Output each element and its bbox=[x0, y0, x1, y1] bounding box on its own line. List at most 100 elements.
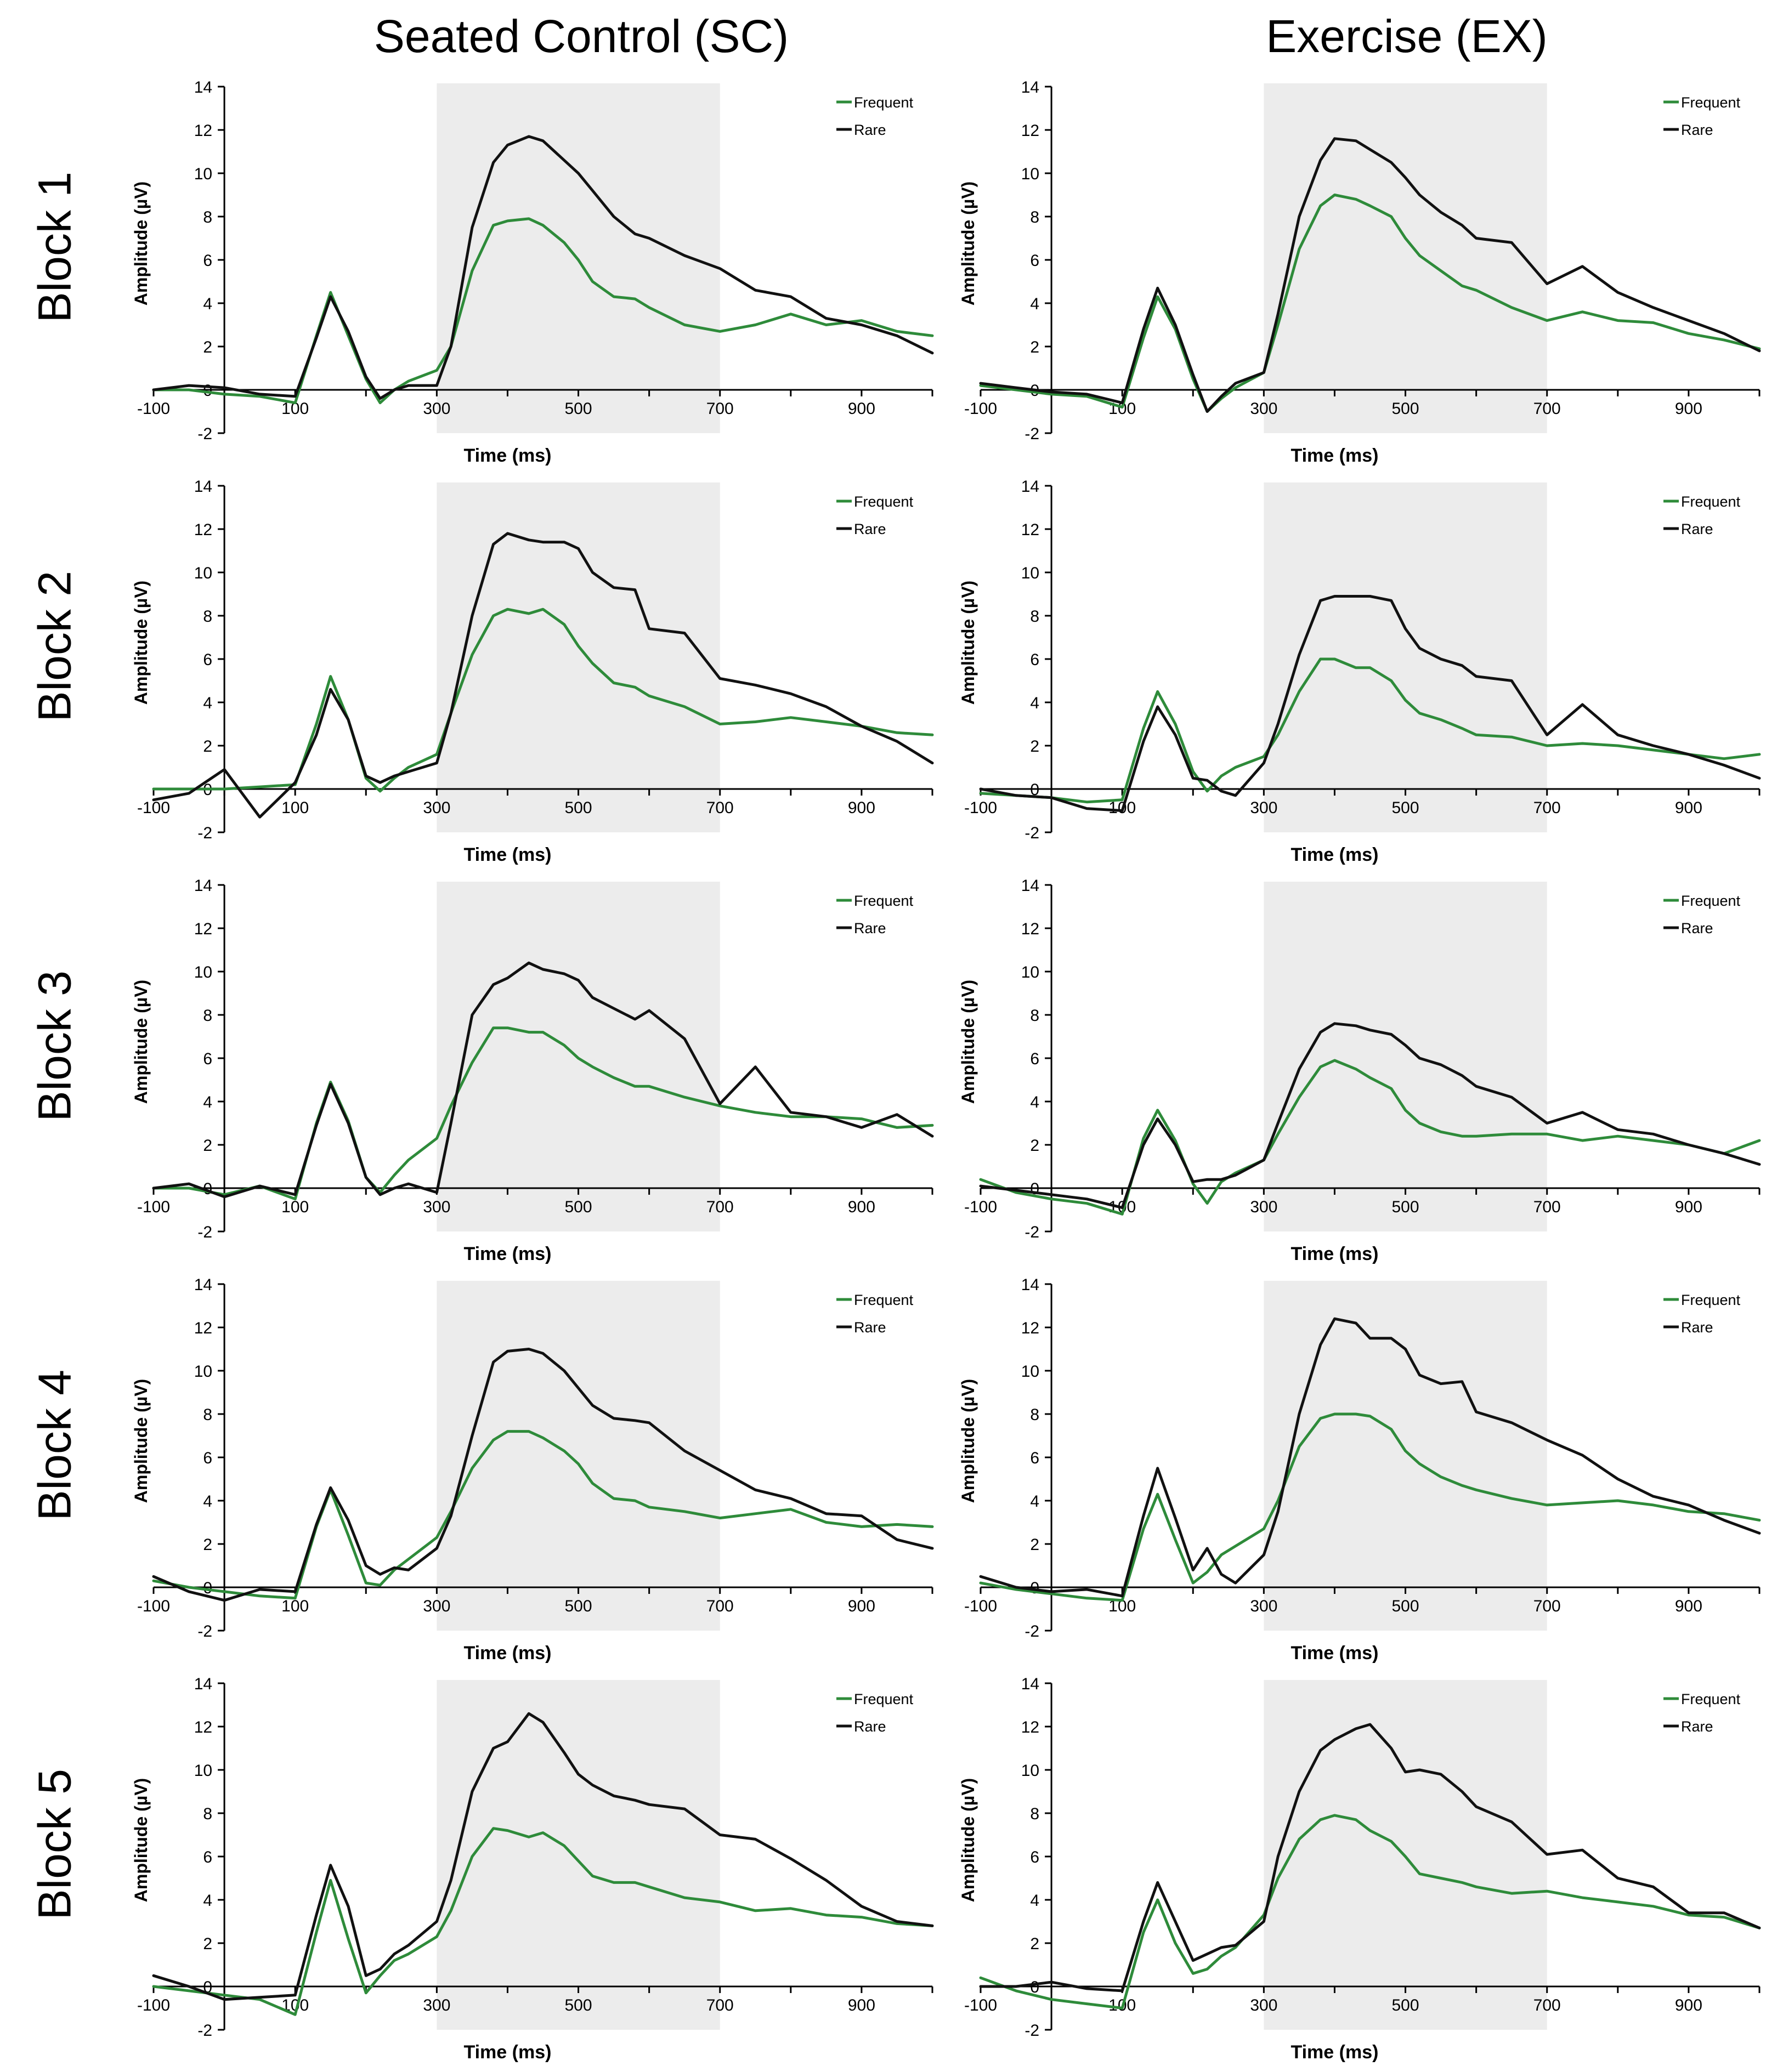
y-tick-label: 14 bbox=[194, 877, 212, 895]
rare-series-line bbox=[152, 532, 934, 819]
x-tick-label: -100 bbox=[964, 1996, 997, 2014]
y-tick-label: 8 bbox=[1030, 208, 1039, 226]
y-axis-title: Amplitude (µV) bbox=[131, 980, 151, 1104]
y-axis-title: Amplitude (µV) bbox=[958, 1778, 978, 1902]
frequent-series-line bbox=[152, 1827, 934, 2016]
y-tick-label: 6 bbox=[203, 1050, 212, 1068]
legend-frequent-label: Frequent bbox=[854, 94, 914, 111]
x-tick-label: 500 bbox=[565, 799, 592, 817]
x-tick-label: 500 bbox=[1392, 400, 1419, 418]
x-tick-label: 500 bbox=[1392, 1597, 1419, 1615]
y-tick-label: 8 bbox=[1030, 608, 1039, 626]
legend-frequent-label: Frequent bbox=[854, 1691, 914, 1707]
frequent-series-line bbox=[979, 1059, 1761, 1216]
x-axis-title: Time (ms) bbox=[1290, 1244, 1378, 1264]
x-tick-label: 900 bbox=[848, 400, 875, 418]
x-tick-label: 700 bbox=[706, 1198, 734, 1216]
x-tick-label: 300 bbox=[1250, 400, 1277, 418]
y-tick-label: 2 bbox=[203, 1137, 212, 1155]
y-tick-label: 8 bbox=[203, 1007, 212, 1025]
x-tick-label: -100 bbox=[964, 400, 997, 418]
y-tick-label: 8 bbox=[1030, 1406, 1039, 1424]
y-tick-label: 4 bbox=[203, 1093, 212, 1111]
x-axis-title: Time (ms) bbox=[463, 844, 551, 865]
y-tick-label: 2 bbox=[1030, 737, 1039, 756]
legend-frequent-label: Frequent bbox=[854, 1292, 914, 1308]
x-tick-label: 700 bbox=[1533, 1996, 1561, 2014]
y-tick-label: 14 bbox=[1021, 1276, 1039, 1294]
y-tick-label: 14 bbox=[194, 78, 212, 96]
x-axis-title: Time (ms) bbox=[1290, 2042, 1378, 2063]
x-tick-label: 100 bbox=[281, 1597, 309, 1615]
analysis-window bbox=[1264, 882, 1547, 1231]
y-axis-title: Amplitude (µV) bbox=[958, 181, 978, 305]
y-tick-label: -2 bbox=[197, 1223, 212, 1241]
column-title-sc: Seated Control (SC) bbox=[373, 10, 789, 62]
y-tick-label: 2 bbox=[1030, 338, 1039, 356]
panel-sc-block-5: -202468101214Amplitude (µV)-100100300500… bbox=[131, 1675, 934, 2063]
y-tick-label: 12 bbox=[1021, 920, 1039, 938]
frequent-series-line bbox=[979, 1412, 1761, 1602]
y-tick-label: 2 bbox=[203, 737, 212, 756]
x-axis-title: Time (ms) bbox=[463, 1244, 551, 1264]
frequent-series-line bbox=[979, 657, 1761, 804]
rare-series-line bbox=[152, 1348, 934, 1602]
y-tick-label: 10 bbox=[1021, 564, 1039, 582]
legend-frequent-label: Frequent bbox=[1681, 1691, 1741, 1707]
y-tick-label: 2 bbox=[1030, 1137, 1039, 1155]
y-tick-label: 10 bbox=[1021, 1363, 1039, 1381]
x-tick-label: 300 bbox=[423, 1996, 450, 2014]
frequent-series-line bbox=[152, 608, 934, 793]
x-tick-label: 900 bbox=[1675, 1996, 1702, 2014]
x-tick-label: 900 bbox=[1675, 799, 1702, 817]
y-tick-label: 14 bbox=[1021, 1675, 1039, 1693]
x-tick-label: 700 bbox=[706, 1996, 734, 2014]
x-axis-title: Time (ms) bbox=[1290, 844, 1378, 865]
panel-sc-block-4: -202468101214Amplitude (µV)-100100300500… bbox=[131, 1276, 934, 1664]
x-tick-label: 500 bbox=[565, 1198, 592, 1216]
x-tick-label: 700 bbox=[706, 400, 734, 418]
x-tick-label: 500 bbox=[1392, 1996, 1419, 2014]
y-tick-label: 6 bbox=[1030, 252, 1039, 270]
x-axis-title: Time (ms) bbox=[463, 1643, 551, 1664]
x-axis-title: Time (ms) bbox=[463, 2042, 551, 2063]
legend-rare-label: Rare bbox=[854, 920, 886, 936]
y-tick-label: 12 bbox=[1021, 1319, 1039, 1337]
y-tick-label: 8 bbox=[203, 208, 212, 226]
x-axis-title: Time (ms) bbox=[1290, 445, 1378, 466]
y-tick-label: 6 bbox=[1030, 1050, 1039, 1068]
y-tick-label: 12 bbox=[194, 521, 212, 539]
y-tick-label: 4 bbox=[203, 1892, 212, 1910]
x-tick-label: -100 bbox=[137, 799, 170, 817]
analysis-window bbox=[1264, 83, 1547, 433]
y-tick-label: 2 bbox=[203, 1935, 212, 1953]
legend-rare-label: Rare bbox=[1681, 1319, 1713, 1336]
y-axis-title: Amplitude (µV) bbox=[131, 1379, 151, 1503]
legend-rare-label: Rare bbox=[1681, 920, 1713, 936]
y-tick-label: 4 bbox=[203, 694, 212, 712]
y-tick-label: 12 bbox=[1021, 1718, 1039, 1736]
y-tick-label: 8 bbox=[203, 1805, 212, 1823]
x-axis-title: Time (ms) bbox=[463, 445, 551, 466]
x-tick-label: 300 bbox=[1250, 1198, 1277, 1216]
x-tick-label: 700 bbox=[1533, 799, 1561, 817]
panel-ex-block-2: -202468101214Amplitude (µV)-100100300500… bbox=[958, 478, 1761, 865]
panel-ex-block-1: -202468101214Amplitude (µV)-100100300500… bbox=[958, 78, 1761, 466]
y-tick-label: 6 bbox=[203, 1449, 212, 1467]
y-tick-label: 2 bbox=[1030, 1935, 1039, 1953]
rare-series-line bbox=[979, 1723, 1761, 1992]
rare-series-line bbox=[152, 135, 934, 400]
y-tick-label: -2 bbox=[1024, 425, 1039, 443]
legend-frequent-label: Frequent bbox=[1681, 94, 1741, 111]
x-tick-label: 500 bbox=[565, 400, 592, 418]
legend-frequent-label: Frequent bbox=[1681, 493, 1741, 510]
y-tick-label: 6 bbox=[203, 651, 212, 669]
panel-sc-block-1: -202468101214Amplitude (µV)-100100300500… bbox=[131, 78, 934, 466]
x-tick-label: 900 bbox=[1675, 400, 1702, 418]
y-tick-label: 4 bbox=[1030, 1492, 1039, 1511]
y-tick-label: 4 bbox=[203, 295, 212, 313]
x-tick-label: 100 bbox=[281, 799, 309, 817]
y-tick-label: -2 bbox=[197, 1622, 212, 1640]
x-tick-label: -100 bbox=[137, 400, 170, 418]
